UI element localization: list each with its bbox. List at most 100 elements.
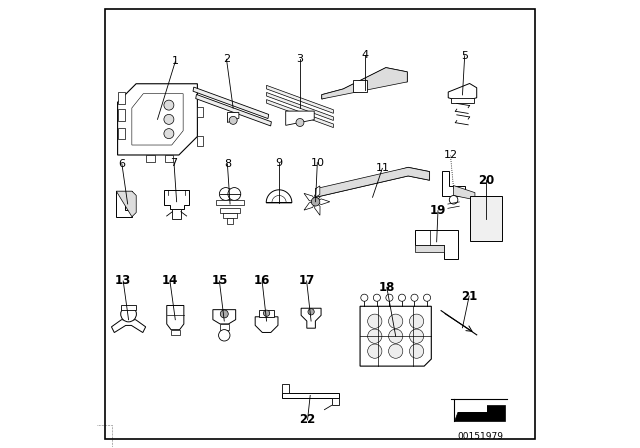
- Text: 5: 5: [461, 51, 468, 61]
- Circle shape: [164, 100, 174, 110]
- Polygon shape: [172, 209, 181, 219]
- Polygon shape: [454, 400, 487, 412]
- Polygon shape: [360, 306, 431, 366]
- Text: 21: 21: [461, 289, 477, 303]
- Polygon shape: [216, 200, 244, 205]
- Text: 10: 10: [310, 158, 324, 168]
- Polygon shape: [255, 317, 278, 332]
- Circle shape: [449, 195, 458, 204]
- Polygon shape: [193, 87, 269, 119]
- Polygon shape: [220, 207, 240, 212]
- Polygon shape: [448, 83, 477, 102]
- Text: 1: 1: [172, 56, 179, 66]
- Polygon shape: [315, 202, 320, 215]
- Circle shape: [424, 294, 431, 302]
- Circle shape: [308, 309, 314, 315]
- Circle shape: [311, 198, 320, 206]
- Polygon shape: [118, 84, 197, 155]
- Polygon shape: [213, 310, 236, 324]
- Polygon shape: [266, 190, 292, 202]
- Circle shape: [388, 314, 403, 328]
- Polygon shape: [353, 81, 367, 92]
- Polygon shape: [227, 218, 233, 224]
- Polygon shape: [118, 128, 125, 139]
- Text: 2: 2: [223, 54, 230, 64]
- Polygon shape: [111, 320, 146, 332]
- Polygon shape: [470, 196, 502, 241]
- Text: 18: 18: [379, 281, 395, 294]
- Polygon shape: [304, 202, 316, 210]
- Polygon shape: [442, 171, 465, 195]
- Polygon shape: [301, 308, 321, 328]
- Polygon shape: [316, 168, 429, 197]
- Text: 9: 9: [275, 158, 283, 168]
- Polygon shape: [322, 68, 407, 99]
- Circle shape: [229, 116, 237, 125]
- Circle shape: [164, 129, 174, 138]
- Polygon shape: [282, 392, 339, 398]
- Circle shape: [296, 119, 304, 126]
- Polygon shape: [266, 92, 333, 121]
- Polygon shape: [116, 191, 136, 217]
- Polygon shape: [259, 310, 274, 317]
- Polygon shape: [415, 245, 444, 252]
- Text: 8: 8: [224, 159, 231, 169]
- Circle shape: [264, 310, 269, 316]
- Polygon shape: [171, 330, 180, 336]
- Polygon shape: [304, 194, 316, 202]
- Polygon shape: [146, 155, 155, 162]
- Polygon shape: [164, 155, 173, 162]
- Polygon shape: [332, 398, 339, 405]
- Text: 16: 16: [254, 275, 270, 288]
- Polygon shape: [285, 111, 314, 125]
- Polygon shape: [197, 107, 203, 117]
- Polygon shape: [167, 306, 184, 330]
- Polygon shape: [322, 68, 407, 99]
- Text: 15: 15: [211, 275, 228, 288]
- Text: 12: 12: [444, 150, 458, 160]
- Circle shape: [367, 314, 382, 328]
- Circle shape: [228, 188, 241, 200]
- Circle shape: [388, 344, 403, 358]
- Text: 14: 14: [162, 275, 178, 288]
- Polygon shape: [282, 384, 289, 392]
- Polygon shape: [266, 85, 333, 113]
- Text: 20: 20: [478, 174, 494, 187]
- Circle shape: [164, 114, 174, 125]
- Polygon shape: [316, 199, 330, 205]
- Text: 13: 13: [115, 275, 131, 288]
- Polygon shape: [316, 186, 320, 197]
- Polygon shape: [223, 213, 237, 218]
- Circle shape: [388, 329, 403, 343]
- Polygon shape: [164, 190, 189, 209]
- Circle shape: [373, 294, 380, 302]
- Text: 4: 4: [361, 50, 368, 60]
- Text: 22: 22: [300, 414, 316, 426]
- Circle shape: [410, 329, 424, 343]
- Text: 11: 11: [375, 164, 389, 173]
- Circle shape: [220, 188, 232, 200]
- Circle shape: [410, 344, 424, 358]
- Text: 00151979: 00151979: [457, 432, 503, 441]
- Circle shape: [367, 329, 382, 343]
- Polygon shape: [454, 185, 475, 200]
- Polygon shape: [197, 136, 203, 146]
- Text: 19: 19: [430, 204, 446, 217]
- Circle shape: [386, 294, 393, 302]
- Polygon shape: [196, 95, 271, 126]
- Text: 17: 17: [298, 275, 315, 288]
- Circle shape: [219, 330, 230, 341]
- Polygon shape: [415, 230, 458, 259]
- Polygon shape: [454, 405, 505, 421]
- Polygon shape: [451, 98, 474, 103]
- Polygon shape: [116, 191, 132, 217]
- Circle shape: [410, 314, 424, 328]
- Circle shape: [220, 310, 228, 318]
- Polygon shape: [220, 324, 228, 330]
- Polygon shape: [118, 92, 125, 103]
- Text: 7: 7: [170, 158, 177, 168]
- Circle shape: [367, 344, 382, 358]
- Polygon shape: [315, 188, 320, 202]
- Text: 3: 3: [296, 54, 303, 64]
- Polygon shape: [227, 112, 239, 122]
